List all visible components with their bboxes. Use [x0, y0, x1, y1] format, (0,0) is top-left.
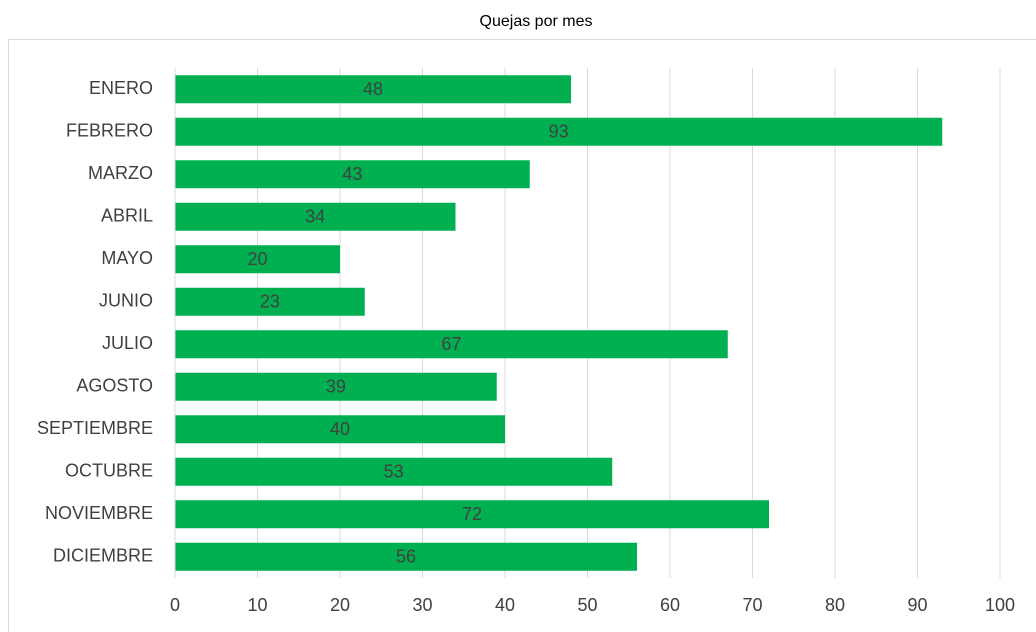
data-label: 67	[441, 334, 461, 354]
y-tick-label: FEBRERO	[66, 121, 153, 141]
x-tick-label: 100	[985, 595, 1015, 615]
data-label: 43	[342, 164, 362, 184]
data-label: 34	[305, 207, 325, 227]
y-tick-label: SEPTIEMBRE	[37, 418, 153, 438]
data-label: 53	[384, 462, 404, 482]
data-label: 23	[260, 292, 280, 312]
bar	[175, 330, 728, 359]
y-tick-label: NOVIEMBRE	[45, 503, 153, 523]
data-label: 72	[462, 504, 482, 524]
data-label: 40	[330, 419, 350, 439]
data-label: 20	[247, 249, 267, 269]
x-tick-label: 0	[170, 595, 180, 615]
x-tick-label: 30	[412, 595, 432, 615]
bar	[175, 75, 571, 104]
y-tick-label: DICIEMBRE	[53, 546, 153, 566]
y-tick-label: JUNIO	[99, 291, 153, 311]
y-tick-label: MAYO	[101, 248, 153, 268]
y-tick-label: JULIO	[102, 333, 153, 353]
x-tick-label: 40	[495, 595, 515, 615]
data-label: 39	[326, 377, 346, 397]
data-label: 56	[396, 547, 416, 567]
x-tick-label: 90	[907, 595, 927, 615]
data-label: 48	[363, 79, 383, 99]
bar	[175, 457, 613, 486]
x-tick-label: 60	[660, 595, 680, 615]
bar	[175, 542, 637, 571]
bar	[175, 160, 530, 189]
bar	[175, 202, 456, 231]
x-tick-label: 10	[247, 595, 267, 615]
bar	[175, 500, 769, 529]
data-label: 93	[549, 122, 569, 142]
bar	[175, 372, 497, 401]
y-tick-label: ABRIL	[101, 206, 153, 226]
y-tick-label: AGOSTO	[76, 376, 153, 396]
x-tick-label: 50	[577, 595, 597, 615]
bar	[175, 117, 943, 146]
x-tick-label: 80	[825, 595, 845, 615]
bar	[175, 287, 365, 316]
y-tick-label: MARZO	[88, 163, 153, 183]
chart-frame	[8, 39, 1036, 632]
y-tick-label: OCTUBRE	[65, 461, 153, 481]
chart-title: Quejas por mes	[480, 13, 593, 30]
bar	[175, 415, 505, 444]
y-tick-label: ENERO	[89, 78, 153, 98]
bar	[175, 245, 340, 274]
x-tick-label: 20	[330, 595, 350, 615]
x-tick-label: 70	[742, 595, 762, 615]
